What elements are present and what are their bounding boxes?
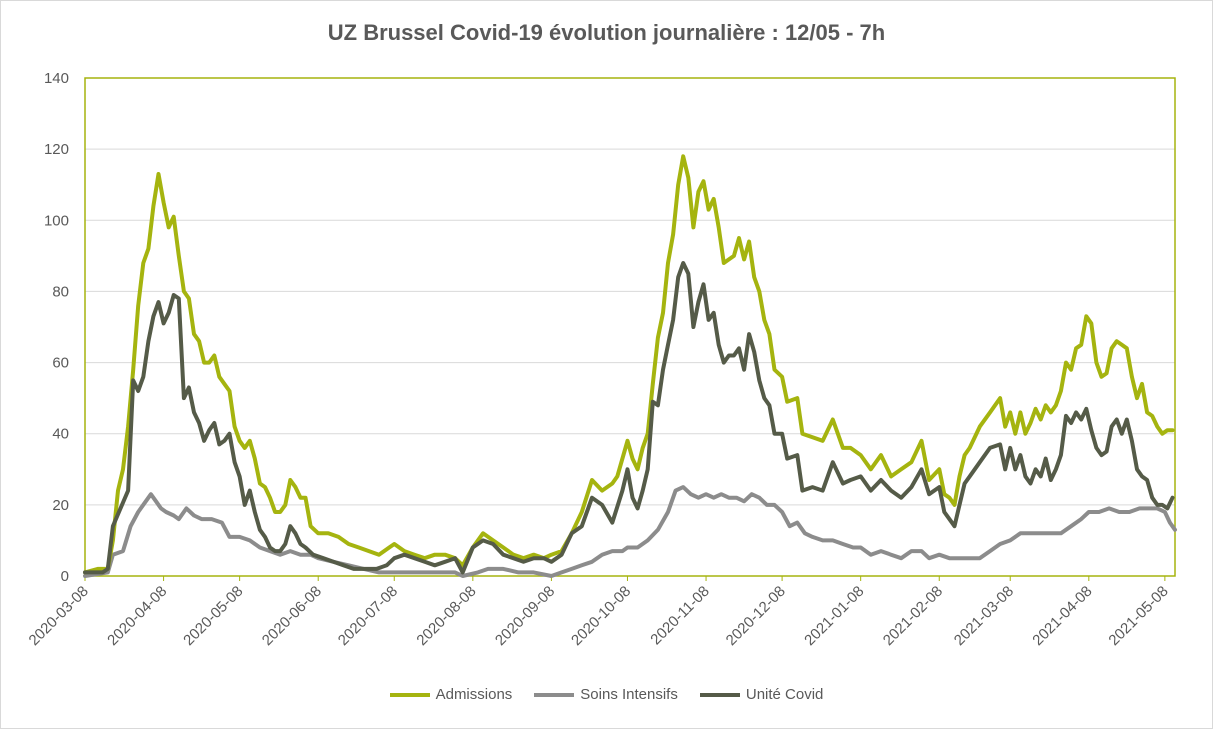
y-tick-label-0: 0 <box>61 568 69 585</box>
y-tick-label-120: 120 <box>44 141 69 158</box>
y-tick-label-100: 100 <box>44 212 69 229</box>
y-tick-label-40: 40 <box>52 426 69 443</box>
legend-item-admissions: Admissions <box>389 686 513 703</box>
y-tick-label-20: 20 <box>52 497 69 514</box>
x-tick-label-2020-05-08: 2020-05-08 <box>180 583 246 649</box>
legend-swatch-unite-covid <box>699 692 740 697</box>
chart-title: UZ Brussel Covid-19 évolution journalièr… <box>327 20 886 45</box>
y-tick-label-140: 140 <box>44 70 69 87</box>
x-tick-label-2021-05-08: 2021-05-08 <box>1105 583 1171 649</box>
x-tick-label-2020-11-08: 2020-11-08 <box>647 583 712 648</box>
y-tick-label-80: 80 <box>52 283 69 300</box>
x-tick-label-2020-07-08: 2020-07-08 <box>335 583 401 649</box>
x-tick-label-2020-09-08: 2020-09-08 <box>492 583 558 649</box>
plot-area-border <box>84 77 1176 577</box>
x-tick-label-2021-03-08: 2021-03-08 <box>951 583 1017 649</box>
chart-legend: Admissions Soins Intensifs Unité Covid <box>0 686 1213 703</box>
x-tick-label-2021-02-08: 2021-02-08 <box>880 583 946 649</box>
x-tick-label-2020-10-08: 2020-10-08 <box>568 583 634 649</box>
legend-label-soins-intensifs: Soins Intensifs <box>580 686 678 703</box>
x-tick-label-2020-04-08: 2020-04-08 <box>104 583 170 649</box>
x-tick-label-2021-01-08: 2021-01-08 <box>801 583 867 649</box>
series-line-soins-intensifs <box>83 485 1177 578</box>
series-line-unit-covid <box>83 261 1175 575</box>
x-tick-label-2020-08-08: 2020-08-08 <box>413 583 479 649</box>
legend-swatch-soins-intensifs <box>534 692 575 697</box>
x-tick-label-2021-04-08: 2021-04-08 <box>1029 583 1095 649</box>
legend-swatch-admissions <box>389 692 430 697</box>
legend-label-unite-covid: Unité Covid <box>745 686 824 703</box>
legend-item-unite-covid: Unité Covid <box>699 686 824 703</box>
legend-item-soins-intensifs: Soins Intensifs <box>534 686 678 703</box>
x-tick-label-2020-12-08: 2020-12-08 <box>723 583 789 649</box>
y-tick-label-60: 60 <box>52 355 69 372</box>
x-tick-label-2020-03-08: 2020-03-08 <box>26 583 92 649</box>
x-tick-label-2020-06-08: 2020-06-08 <box>259 583 325 649</box>
series-line-admissions <box>83 154 1175 575</box>
legend-label-admissions: Admissions <box>435 686 513 703</box>
